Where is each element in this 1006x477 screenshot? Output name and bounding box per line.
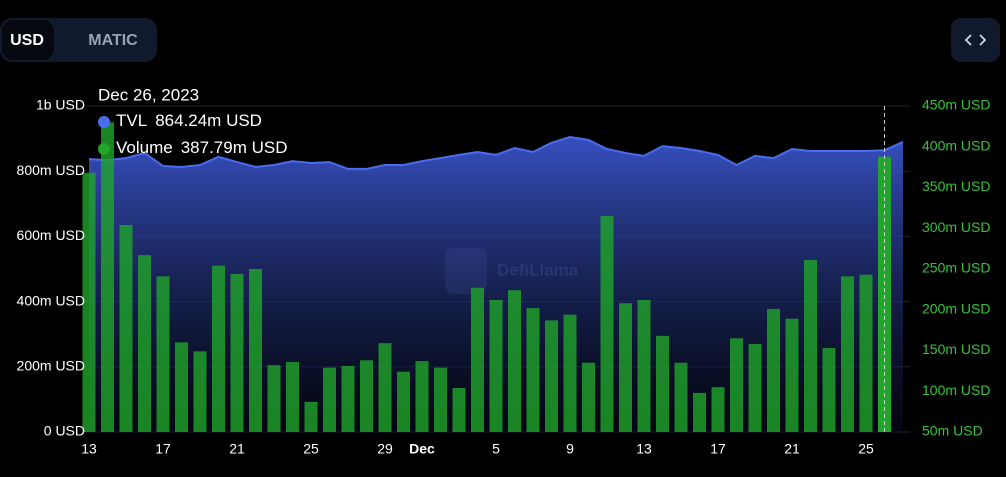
volume-bar xyxy=(119,224,133,432)
y-tick-label: 600m USD xyxy=(17,227,85,243)
x-tick-label: 17 xyxy=(155,441,171,457)
y2-tick-label: 400m USD xyxy=(922,137,990,153)
embed-button[interactable] xyxy=(951,18,1000,62)
volume-bar xyxy=(822,348,836,432)
volume-bar xyxy=(82,172,96,432)
volume-bar xyxy=(267,365,281,432)
volume-bar xyxy=(693,392,706,432)
x-tick-label: 21 xyxy=(229,441,245,457)
volume-bar xyxy=(748,343,762,432)
volume-bar xyxy=(730,338,743,432)
volume-bar xyxy=(508,290,521,432)
volume-bar xyxy=(563,314,577,432)
y-tick-label: 1b USD xyxy=(36,97,85,113)
volume-bar xyxy=(175,342,188,432)
x-tick-label: 13 xyxy=(636,441,652,457)
volume-bar xyxy=(249,269,262,432)
volume-bar xyxy=(212,265,225,432)
tooltip-item: Volume 387.79m USD xyxy=(116,138,287,157)
x-tick-label: 13 xyxy=(81,441,97,457)
x-tick-label: 25 xyxy=(858,441,874,457)
volume-bar xyxy=(859,274,873,432)
y2-tick-label: 150m USD xyxy=(922,341,990,357)
volume-bar xyxy=(637,299,651,432)
volume-bar xyxy=(360,360,373,432)
volume-bar xyxy=(878,156,891,432)
volume-bar xyxy=(156,276,170,432)
x-tick-label: 9 xyxy=(566,441,574,457)
y-tick-label: 200m USD xyxy=(17,358,85,374)
volume-bar xyxy=(674,362,688,432)
tooltip-dot xyxy=(98,143,110,155)
volume-bar xyxy=(341,365,355,432)
volume-bar xyxy=(619,303,632,432)
volume-bar xyxy=(323,367,336,432)
currency-selected-bg xyxy=(2,20,54,60)
currency-option[interactable]: MATIC xyxy=(88,32,138,49)
volume-bar xyxy=(471,287,484,432)
x-tick-label: 21 xyxy=(784,441,800,457)
tooltip-series-name: Volume xyxy=(116,138,173,157)
tooltip-item: TVL 864.24m USD xyxy=(116,111,262,130)
embed-icon xyxy=(964,34,987,46)
volume-bar xyxy=(582,362,595,432)
x-tick-label: 25 xyxy=(303,441,319,457)
y-tick-label: 800m USD xyxy=(17,162,85,178)
volume-bar xyxy=(101,122,114,433)
volume-bar xyxy=(286,361,299,432)
volume-bar xyxy=(193,351,207,432)
tvl-line xyxy=(88,135,904,170)
x-tick-label: Dec xyxy=(409,441,435,457)
tooltip-dot xyxy=(98,116,110,128)
y-tick-label: 0 USD xyxy=(44,423,85,439)
volume-bar xyxy=(656,335,669,432)
y2-tick-label: 100m USD xyxy=(922,382,990,398)
volume-bar xyxy=(545,320,558,432)
y2-tick-label: 350m USD xyxy=(922,178,990,194)
y-tick-label: 400m USD xyxy=(17,292,85,308)
volume-bar xyxy=(526,308,540,432)
y2-tick-label: 250m USD xyxy=(922,260,990,276)
volume-bar xyxy=(397,371,410,432)
y2-tick-label: 50m USD xyxy=(922,423,983,439)
y2-tick-label: 450m USD xyxy=(922,97,990,113)
tooltip-value: 864.24m USD xyxy=(155,111,262,130)
volume-bar xyxy=(304,401,318,432)
volume-bar xyxy=(434,367,447,432)
x-tick-label: 5 xyxy=(492,441,500,457)
volume-bar xyxy=(489,299,503,432)
volume-bar xyxy=(711,387,725,432)
tooltip-date: Dec 26, 2023 xyxy=(98,85,199,104)
volume-bar xyxy=(600,216,614,432)
volume-bar xyxy=(378,343,392,432)
volume-bar xyxy=(415,361,429,432)
tvl-area xyxy=(89,136,903,432)
volume-bar xyxy=(767,308,780,432)
volume-bar xyxy=(230,273,244,432)
x-tick-label: 17 xyxy=(710,441,726,457)
x-tick-label: 29 xyxy=(377,441,393,457)
volume-bar xyxy=(785,318,799,432)
tooltip-series-name: TVL xyxy=(116,111,147,130)
tooltip-value: 387.79m USD xyxy=(181,138,288,157)
currency-option[interactable]: USD xyxy=(10,32,44,49)
volume-bar xyxy=(841,276,854,432)
volume-bar xyxy=(138,255,151,432)
y2-tick-label: 200m USD xyxy=(922,300,990,316)
volume-bar xyxy=(804,260,817,432)
y2-tick-label: 300m USD xyxy=(922,219,990,235)
volume-bar xyxy=(452,387,466,432)
